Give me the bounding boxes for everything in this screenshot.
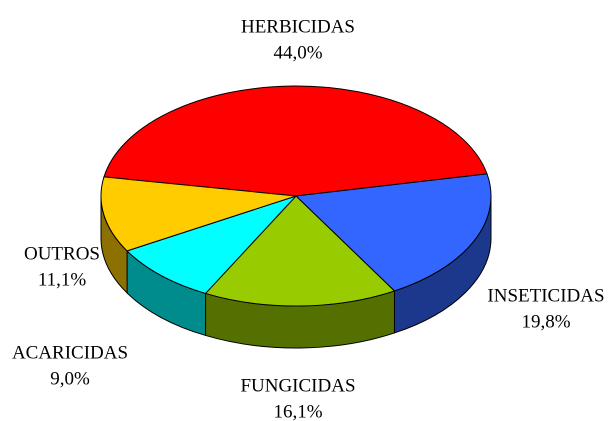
slice	[103, 85, 488, 197]
value-label: 44,0%	[273, 42, 322, 63]
slice-label: INSETICIDAS	[487, 285, 604, 306]
slice	[126, 194, 298, 295]
slice-label: ACARICIDAS	[12, 342, 128, 363]
value-label: 11,1%	[38, 269, 87, 290]
slice	[294, 173, 492, 292]
value-label: 16,1%	[273, 401, 322, 421]
slice	[100, 176, 297, 252]
slice	[204, 195, 396, 307]
slice-label: HERBICIDAS	[241, 16, 355, 37]
slice-label: OUTROS	[24, 243, 100, 264]
value-label: 9,0%	[50, 368, 90, 389]
slice-label: FUNGICIDAS	[240, 375, 355, 396]
value-label: 19,8%	[521, 311, 570, 332]
